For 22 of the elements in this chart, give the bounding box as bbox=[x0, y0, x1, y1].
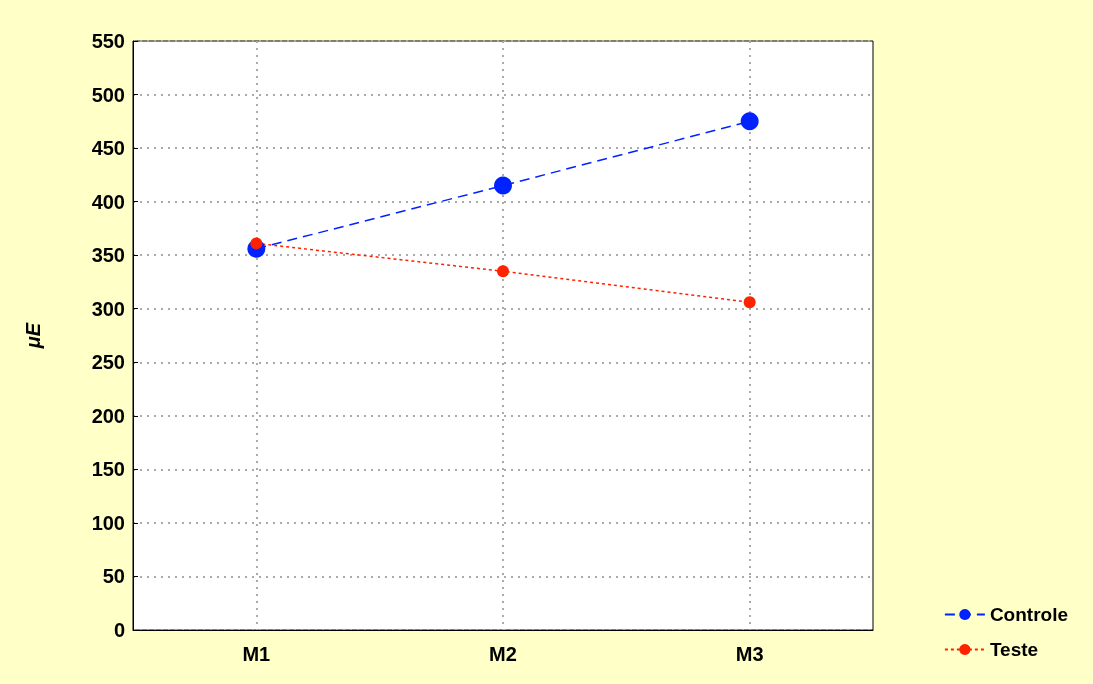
y-tick-label: 550 bbox=[91, 30, 125, 52]
y-axis-title: μE bbox=[22, 322, 44, 350]
point bbox=[497, 265, 509, 278]
x-tick-label: M1 bbox=[242, 643, 271, 665]
x-tick-label: M2 bbox=[489, 643, 517, 665]
y-tick-label: 450 bbox=[91, 137, 125, 160]
legend-label: Controle bbox=[989, 604, 1068, 625]
x-tick-label: M3 bbox=[735, 643, 764, 665]
y-tick-label: 150 bbox=[91, 458, 125, 481]
point bbox=[740, 112, 759, 131]
point bbox=[743, 296, 756, 309]
y-tick-label: 250 bbox=[91, 351, 125, 374]
y-tick-label: 200 bbox=[91, 404, 125, 427]
y-tick-label: 0 bbox=[113, 619, 125, 641]
point bbox=[494, 176, 512, 195]
y-tick-label: 50 bbox=[102, 565, 125, 588]
legend-label: Teste bbox=[989, 639, 1039, 660]
y-tick-label: 400 bbox=[91, 190, 125, 213]
y-tick-label: 100 bbox=[91, 511, 125, 534]
y-tick-label: 500 bbox=[91, 83, 125, 106]
y-tick-label: 350 bbox=[91, 244, 125, 267]
y-tick-label: 300 bbox=[91, 297, 125, 320]
